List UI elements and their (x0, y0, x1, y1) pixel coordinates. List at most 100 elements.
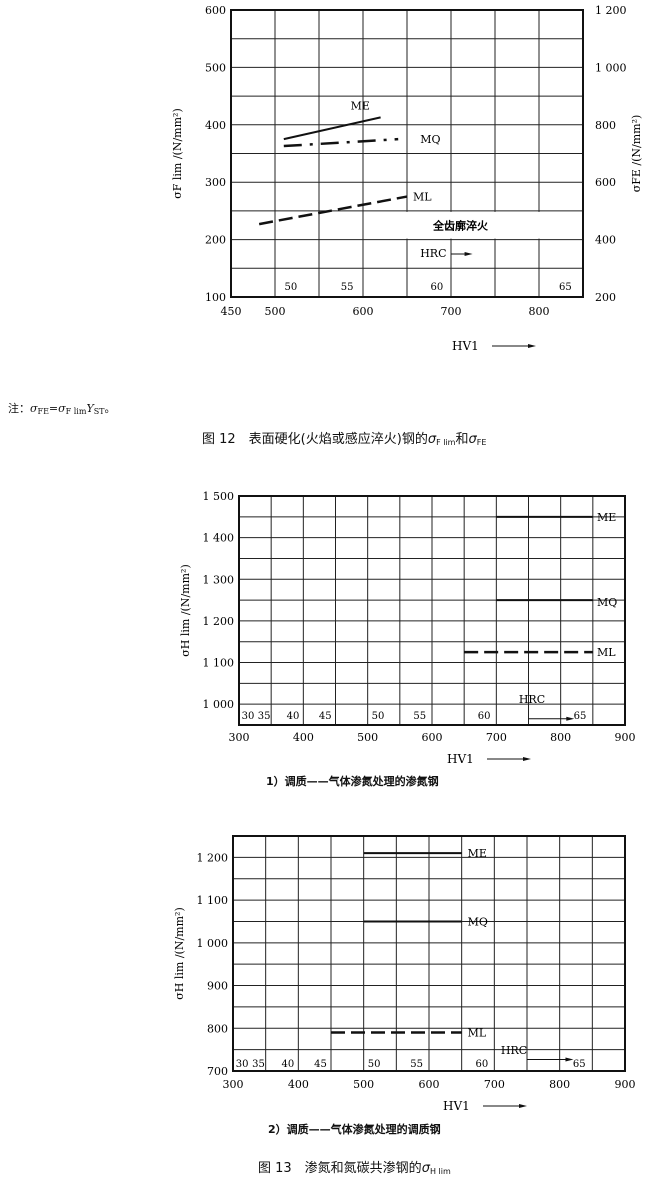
note-prefix: 注： (8, 402, 30, 415)
note-y: Y (86, 402, 94, 415)
chart-3: 300 400 500 600 700 800 900 700 800 900 1 000 1 100… (173, 835, 636, 1113)
hrc-tick-label: 50 (284, 282, 297, 293)
series-label-mq: MQ (420, 133, 440, 146)
y-tick-label: 1 000 (197, 937, 229, 950)
caption-sub: FE (476, 438, 487, 447)
x-tick-label: 400 (293, 731, 314, 744)
x-tick-label: 800 (529, 305, 550, 318)
y-tick-label: 1 200 (197, 851, 229, 864)
hrc-tick-label: 55 (413, 711, 426, 722)
x-tick-label: 500 (357, 731, 378, 744)
note-sub: F lim (65, 407, 87, 416)
hrc-tick-label: 30 (236, 1059, 249, 1070)
hrc-tick-label: 60 (478, 711, 491, 722)
hrc-tick-label: 60 (431, 282, 444, 293)
y-tick-label: 1 300 (203, 573, 235, 586)
figure-13-caption: 图 13 渗氮和氮碳共渗钢的σH lim (258, 1157, 451, 1176)
note-symbol: σ (58, 402, 66, 415)
y-tick-label: 1 200 (203, 615, 235, 628)
y-tick-label: 1 000 (203, 698, 235, 711)
chart-2: 300 400 500 600 700 800 900 1 000 1 100 1 200 1 30… (179, 490, 636, 766)
y-tick-label: 100 (205, 291, 226, 304)
series-label-me: ME (351, 99, 370, 112)
y-tick-label: 400 (205, 119, 226, 132)
x-tick-label: 900 (615, 731, 636, 744)
hrc-tick-label: 65 (574, 711, 587, 722)
hrc-label: HRC (420, 247, 446, 260)
hrc-tick-label: 35 (258, 711, 271, 722)
y2-tick-label: 1 000 (595, 61, 627, 74)
caption-symbol: σ (421, 1161, 430, 1176)
note-sub: FE (37, 407, 49, 416)
hrc-tick-label: 45 (314, 1059, 327, 1070)
figure-12-caption: 图 12 表面硬化(火焰或感应淬火)钢的σF lim和σFE (202, 428, 486, 447)
y2-tick-label: 200 (595, 291, 616, 304)
series-label-mq: MQ (468, 915, 488, 928)
arrow-head-icon (464, 251, 473, 256)
y2-tick-label: 1 200 (595, 4, 627, 17)
series-label-ml: ML (413, 191, 432, 204)
chart-2-subtitle: 1）调质——气体渗氮处理的渗氮钢 (266, 775, 439, 788)
caption-symbol: σ (468, 432, 477, 447)
caption-symbol: σ (427, 432, 437, 447)
chart-3-subtitle: 2）调质——气体渗氮处理的调质钢 (268, 1123, 441, 1136)
series-line-ml (258, 195, 408, 226)
series-label-me: ME (468, 847, 487, 860)
plot-frame (238, 495, 626, 726)
x-tick-label: 600 (419, 1078, 440, 1091)
hrc-tick-label: 45 (319, 711, 332, 722)
hrc-tick-label: 65 (559, 282, 572, 293)
plot-frame (230, 9, 584, 298)
hrc-tick-label: 40 (282, 1059, 295, 1070)
y-tick-label: 300 (205, 176, 226, 189)
x-tick-label: 400 (288, 1078, 309, 1091)
arrow-head-icon (565, 1057, 574, 1062)
figure-note: 注：σFE=σF limYST。 (8, 400, 116, 416)
x-tick-label: 600 (353, 305, 374, 318)
y-tick-label: 200 (205, 234, 226, 247)
x-axis-label: HV1 (452, 339, 479, 353)
hrc-tick-label: 55 (410, 1059, 423, 1070)
y2-tick-label: 600 (595, 176, 616, 189)
hrc-label: HRC (501, 1044, 527, 1057)
x-tick-label: 900 (615, 1078, 636, 1091)
caption-text: 图 12 表面硬化(火焰或感应淬火)钢的 (202, 432, 428, 447)
caption-sub: F lim (436, 438, 456, 447)
arrow-head-icon (566, 716, 575, 721)
series-line-mq (283, 137, 399, 148)
hrc-tick-label: 60 (476, 1059, 489, 1070)
note-symbol: σ (30, 402, 38, 415)
series-label-ml: ML (597, 646, 616, 659)
x-tick-label: 800 (549, 1078, 570, 1091)
arrow-head-icon (519, 1104, 527, 1108)
x-tick-label: 500 (353, 1078, 374, 1091)
y2-axis-label: σFE /(N/mm²) (630, 115, 643, 193)
x-tick-label: 300 (223, 1078, 244, 1091)
y-tick-label: 1 100 (197, 894, 229, 907)
y-tick-label: 500 (205, 61, 226, 74)
series-label-mq: MQ (597, 596, 617, 609)
y-tick-label: 1 400 (203, 532, 235, 545)
series-label-me: ME (597, 511, 616, 524)
hrc-tick-label: 50 (368, 1059, 381, 1070)
x-tick-label: 800 (550, 731, 571, 744)
x-tick-label: 500 (265, 305, 286, 318)
series-line-me (283, 116, 381, 141)
caption-text: 图 13 渗氮和氮碳共渗钢的 (258, 1161, 422, 1176)
arrow-head-icon (523, 757, 531, 761)
arrow-head-icon (528, 344, 536, 348)
caption-text: 和 (455, 432, 469, 447)
x-tick-label: 300 (229, 731, 250, 744)
x-tick-label: 700 (486, 731, 507, 744)
hrc-label: HRC (519, 693, 545, 706)
y2-tick-label: 800 (595, 119, 616, 132)
series-label-ml: ML (468, 1027, 487, 1040)
y-tick-label: 800 (207, 1022, 228, 1035)
note-end: 。 (104, 402, 116, 415)
y-tick-label: 1 100 (203, 657, 235, 670)
band-label: 全齿廓淬火 (432, 218, 489, 232)
hrc-tick-label: 30 (242, 711, 255, 722)
chart-1: 全齿廓淬火 450 500 600 700 800 100 200 200 400 300 600 40… (171, 4, 643, 353)
hrc-tick-label: 65 (573, 1059, 586, 1070)
